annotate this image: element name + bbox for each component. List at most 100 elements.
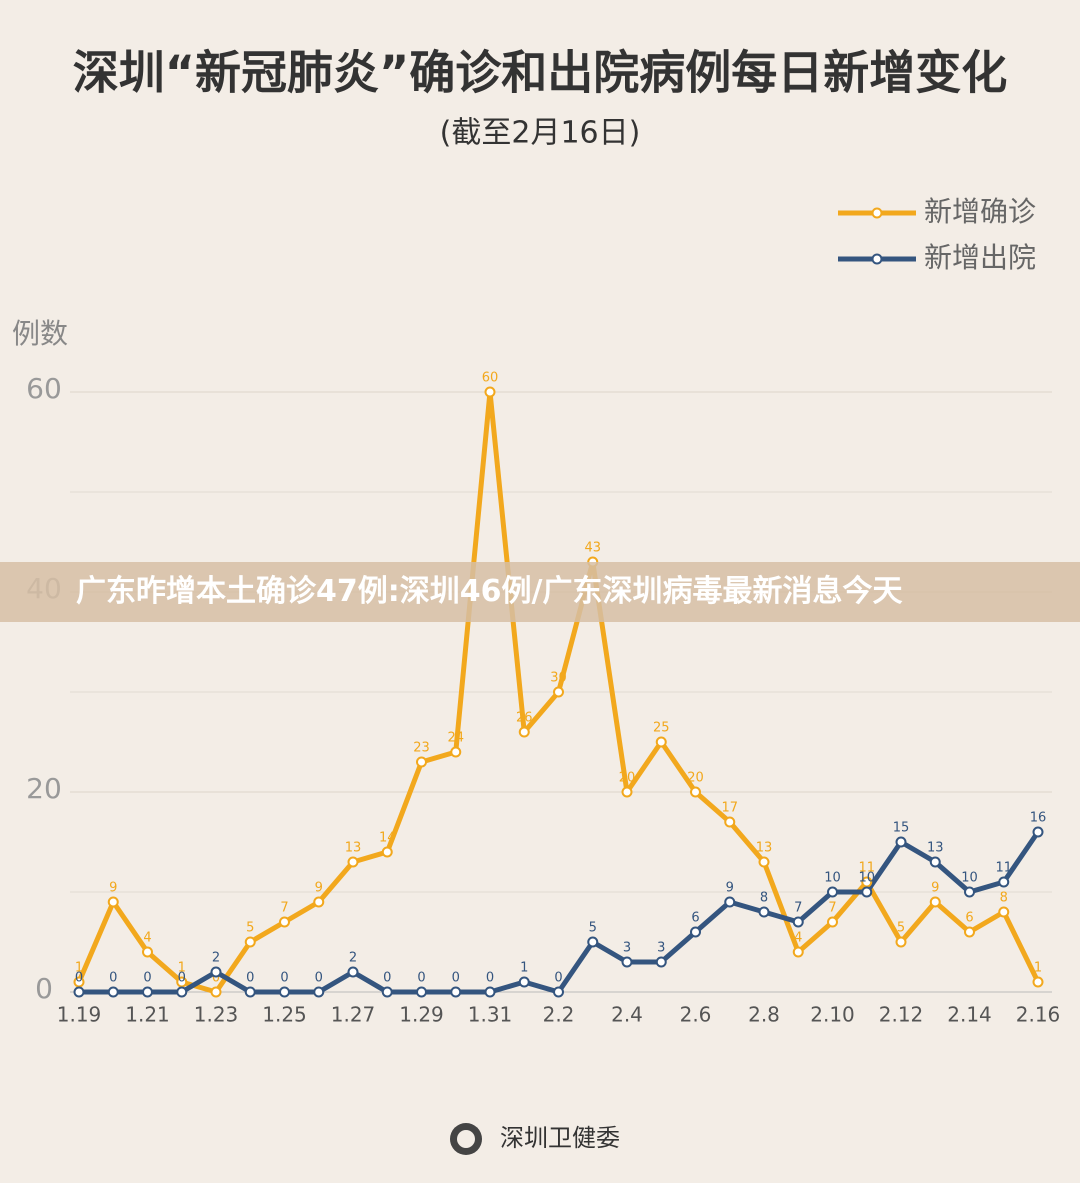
data-label: 10 [858,871,875,886]
x-tick-label: 1.25 [262,1003,307,1027]
point [861,886,873,898]
data-label: 0 [109,971,117,986]
data-label: 8 [760,891,768,906]
point [450,986,462,998]
point [964,926,975,938]
point [929,856,941,868]
data-label: 7 [794,901,802,916]
point [450,746,462,758]
data-label: 8 [1000,891,1008,906]
data-label: 0 [280,971,288,986]
data-label: 60 [482,371,499,386]
data-label: 0 [75,971,83,986]
data-label: 3 [623,941,631,956]
point [244,936,256,948]
point [758,906,770,918]
data-label: 2 [212,951,220,966]
point [142,946,153,958]
data-label: 5 [589,921,597,936]
point [792,916,804,928]
x-tick-label: 2.14 [947,1003,992,1027]
point [1032,976,1044,988]
data-label: 15 [893,821,910,836]
point [313,986,325,998]
point [655,736,667,748]
data-label: 10 [961,871,978,886]
data-label: 1 [1034,961,1042,976]
data-label: 0 [315,971,323,986]
data-label: 9 [726,881,734,896]
x-tick-label: 1.19 [57,1003,102,1027]
source: 深圳卫健委 [500,1124,620,1152]
point [73,986,85,998]
point [484,986,496,998]
data-label: 9 [315,881,323,896]
point [210,966,222,978]
x-tick-label: 2.16 [1016,1003,1061,1027]
data-label: 20 [687,771,704,786]
x-tick-label: 2.2 [543,1003,575,1027]
x-tick-label: 1.31 [468,1003,513,1027]
source-logo [450,1123,482,1155]
point [724,816,736,828]
data-label: 9 [931,881,939,896]
point [827,886,838,898]
data-label: 43 [584,541,601,556]
data-label: 0 [143,971,151,986]
data-label: 23 [413,741,430,756]
data-label: 1 [178,961,186,976]
point [895,936,907,948]
point [998,876,1010,888]
data-label: 2 [349,951,357,966]
point [827,916,838,928]
x-tick-label: 2.12 [879,1003,924,1027]
data-label: 26 [516,711,533,726]
point [381,986,393,998]
x-tick-label: 1.21 [125,1003,170,1027]
point [484,386,496,398]
data-label: 20 [619,771,636,786]
point [690,786,701,798]
point [1032,826,1044,838]
data-label: 7 [828,901,836,916]
x-tick-label: 1.23 [194,1003,239,1027]
y-tick-label: 60 [26,372,62,405]
point [621,956,633,968]
point [998,906,1010,918]
y-axis-label: 例数 [12,317,68,350]
point [690,926,701,938]
point [416,986,427,998]
point [792,946,804,958]
data-label: 0 [178,971,186,986]
data-label: 0 [486,971,494,986]
series-line [79,830,1041,995]
data-label: 7 [280,901,288,916]
data-label: 14 [379,831,396,846]
point [279,986,290,998]
point [416,756,427,768]
point [553,686,564,698]
point [724,896,736,908]
data-label: 16 [1030,811,1047,826]
legend-marker [871,207,883,219]
y-tick-label: 20 [26,772,62,805]
x-tick-label: 2.8 [748,1003,780,1027]
data-label: 1 [75,961,83,976]
data-label: 1 [520,961,528,976]
point [587,936,599,948]
data-label: 13 [927,841,944,856]
legend-label: 新增确诊 [924,195,1036,228]
x-tick-label: 2.10 [810,1003,855,1027]
data-label: 6 [965,911,973,926]
point [381,846,393,858]
data-label: 9 [109,881,117,896]
data-label: 4 [143,931,151,946]
point [142,986,153,998]
point [553,986,564,998]
data-label: 0 [246,971,254,986]
point [518,976,530,988]
data-label: 6 [691,911,699,926]
data-label: 10 [824,871,841,886]
x-tick-label: 2.6 [680,1003,712,1027]
data-label: 3 [657,941,665,956]
